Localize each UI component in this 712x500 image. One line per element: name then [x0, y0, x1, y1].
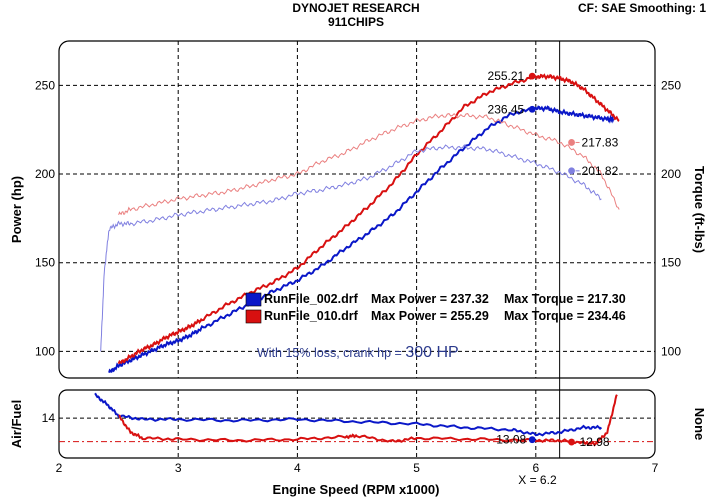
x-tick-label: 6: [532, 461, 539, 475]
legend-max-torque: Max Torque = 217.30: [504, 292, 626, 306]
af-axis-title-right: None: [692, 408, 707, 441]
x-tick-label: 5: [413, 461, 420, 475]
annotation-value: 236.45: [488, 102, 525, 116]
legend-file: RunFile_002.drf: [264, 292, 359, 306]
legend-max-power: Max Power = 237.32: [371, 292, 489, 306]
y-axis-title-right: Torque (ft-lbs): [692, 166, 707, 253]
x-axis-title: Engine Speed (RPM x1000): [273, 482, 440, 497]
annotation-marker: [568, 167, 575, 175]
y-tick-label-left: 150: [35, 256, 55, 270]
annotation-marker: [528, 105, 536, 113]
y-tick-label-right: 200: [661, 167, 681, 181]
air-fuel-plot-panel: [58, 389, 656, 459]
x-tick-label: 2: [56, 461, 63, 475]
legend-max-power: Max Power = 255.29: [371, 309, 489, 323]
annotation-marker: [528, 436, 536, 444]
series-air_fuel-run1: [94, 392, 603, 437]
series-torque-run1: [100, 144, 602, 352]
crank-hp-note: With 15% loss, crank hp = 300 HP: [257, 344, 459, 361]
series-air_fuel-run2: [118, 394, 618, 447]
chart-title: DYNOJET RESEARCH: [292, 1, 420, 15]
y-tick-label-left: 250: [35, 78, 55, 92]
y-tick-label-right: 100: [661, 344, 681, 358]
annotation-marker: [568, 139, 575, 146]
annotation-layer: 255.21 236.45 217.83 201.82 13.08 12.98: [488, 69, 619, 449]
x-tick-label: 3: [175, 461, 182, 475]
af-tick-label: 14: [42, 411, 56, 425]
annotation-value: 217.83: [582, 135, 619, 149]
crank-hp-note-value: 300 HP: [405, 344, 458, 361]
x-tick-label: 4: [294, 461, 301, 475]
legend-file: RunFile_010.drf: [264, 309, 359, 323]
legend: RunFile_002.drf Max Power = 237.32 Max Tor…: [245, 292, 626, 361]
x-tick-label: 7: [652, 461, 659, 475]
annotation-value: 13.08: [496, 433, 526, 447]
series-power-run2: [117, 73, 620, 365]
main-plot-panel: [58, 40, 656, 379]
y-tick-label-left: 200: [35, 167, 55, 181]
main-panel-frame: [58, 40, 656, 379]
y-tick-label-left: 100: [35, 344, 55, 358]
cursor-label: X = 6.2: [518, 473, 557, 487]
annotation-marker: [528, 72, 536, 80]
series-torque-run2: [118, 112, 620, 215]
af-panel-frame: [58, 389, 656, 459]
y-tick-label-right: 250: [661, 78, 681, 92]
axes-layer: 2 3 4 5 6 7 100 150 200 250 100 150 200 250 14 Engine S…: [9, 41, 707, 497]
legend-max-torque: Max Torque = 234.46: [504, 309, 626, 323]
annotation-marker: [568, 438, 575, 446]
annotation-value: 255.21: [488, 69, 525, 83]
legend-swatch: [245, 292, 262, 307]
annotation-value: 201.82: [582, 164, 619, 178]
crank-hp-note-prefix: With 15% loss, crank hp =: [257, 346, 405, 360]
series-layer: [94, 73, 620, 447]
legend-swatch: [245, 309, 262, 324]
y-axis-title-left: Power (hp): [9, 176, 24, 243]
y-tick-label-right: 150: [661, 256, 681, 270]
annotation-value: 12.98: [580, 435, 610, 449]
series-power-run1: [108, 105, 615, 373]
chart-subtitle: 911CHIPS: [327, 15, 385, 29]
correction-factor-label: CF: SAE Smoothing: 1: [578, 1, 706, 15]
af-axis-title: Air/Fuel: [9, 400, 24, 448]
